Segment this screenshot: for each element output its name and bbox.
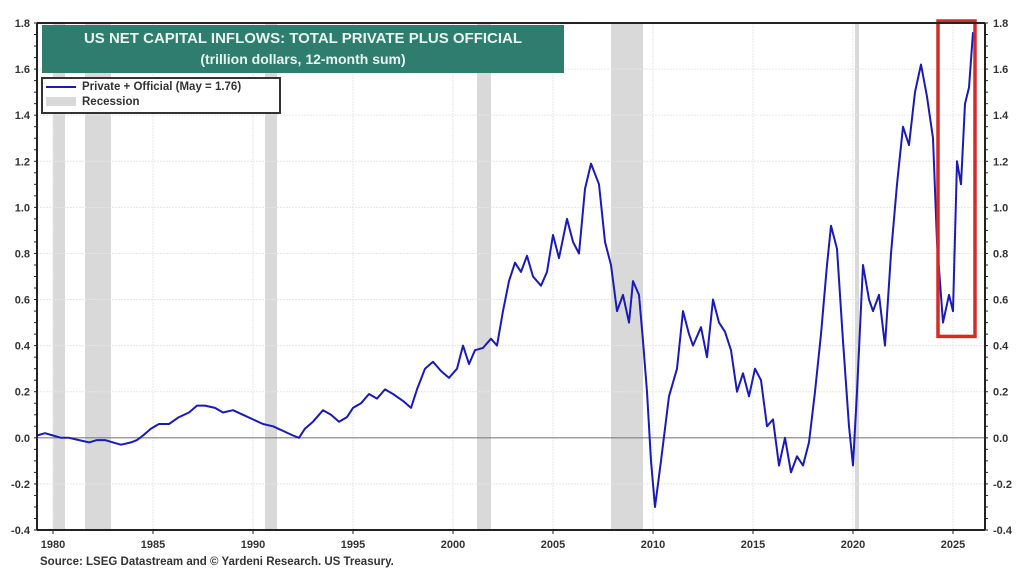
recession-band: [53, 23, 65, 530]
chart-title-box: US NET CAPITAL INFLOWS: TOTAL PRIVATE PL…: [42, 25, 564, 73]
y-tick-label-right: -0.2: [993, 479, 1012, 491]
x-tick-label: 2005: [541, 539, 565, 551]
x-tick-label: 1995: [341, 539, 365, 551]
y-tick-label-right: 1.4: [993, 110, 1009, 122]
series-line-private-official: [36, 32, 974, 508]
chart-subtitle: (trillion dollars, 12-month sum): [200, 51, 406, 67]
legend-item-recession: Recession: [43, 94, 279, 109]
legend-line-swatch: [46, 85, 76, 88]
y-tick-label-left: 1.0: [15, 202, 30, 214]
legend-recession-swatch: [46, 97, 76, 106]
legend-recession-label: Recession: [82, 95, 140, 108]
recession-bands: [53, 23, 859, 530]
y-tick-label-left: 1.4: [15, 110, 31, 122]
y-tick-label-left: 0.2: [15, 387, 30, 399]
recession-band: [477, 23, 491, 530]
legend: Private + Official (May = 1.76) Recessio…: [41, 77, 281, 114]
y-axis-right-ticks: -0.4 -0.2 0.0 0.2 0.4 0.6 0.8 1.0 1.2 1.4 1.6 1.8: [993, 18, 1013, 537]
y-tick-label-right: 1.8: [993, 18, 1008, 30]
y-tick-label-right: 1.2: [993, 156, 1008, 168]
y-tick-label-right: 0.4: [993, 341, 1009, 353]
y-tick-label-left: -0.4: [11, 525, 31, 537]
y-tick-label-right: 1.6: [993, 64, 1008, 76]
recession-band: [855, 23, 859, 530]
y-tick-label-right: 1.0: [993, 202, 1008, 214]
highlight-box: [936, 19, 977, 339]
y-tick-label-left: 0.8: [15, 248, 30, 260]
y-tick-label-left: -0.2: [11, 479, 30, 491]
y-tick-label-left: 1.2: [15, 156, 30, 168]
x-tick-label: 2020: [841, 539, 865, 551]
x-tick-label: 2025: [941, 539, 965, 551]
recession-band: [611, 23, 643, 530]
y-tick-label-left: 0.0: [15, 433, 30, 445]
series-group: [36, 32, 974, 508]
y-tick-label-left: 0.4: [15, 341, 31, 353]
x-axis-ticks: 1980 1985 1990 1995 2000 2005 2010 2015 2020 2025: [41, 530, 965, 551]
source-note: Source: LSEG Datastream and © Yardeni Re…: [40, 556, 394, 568]
legend-series-label: Private + Official (May = 1.76): [82, 80, 242, 93]
y-tick-label-right: -0.4: [993, 525, 1013, 537]
y-tick-label-right: 0.2: [993, 387, 1008, 399]
recession-band: [265, 23, 277, 530]
x-tick-label: 1980: [41, 539, 65, 551]
y-tick-label-left: 1.6: [15, 64, 30, 76]
x-tick-label: 2015: [741, 539, 765, 551]
y-tick-label-right: 0.8: [993, 248, 1008, 260]
axes: [34, 22, 988, 531]
y-tick-label-left: 0.6: [15, 295, 30, 307]
x-tick-label: 2010: [641, 539, 665, 551]
x-tick-label: 1990: [241, 539, 265, 551]
y-tick-label-right: 0.6: [993, 295, 1008, 307]
y-tick-label-left: 1.8: [15, 18, 30, 30]
x-tick-label: 2000: [441, 539, 465, 551]
legend-item-series: Private + Official (May = 1.76): [43, 79, 279, 94]
y-axis-left-ticks: -0.4 -0.2 0.0 0.2 0.4 0.6 0.8 1.0 1.2 1.4 1.6 1.8: [11, 18, 31, 537]
y-tick-label-right: 0.0: [993, 433, 1008, 445]
chart-title: US NET CAPITAL INFLOWS: TOTAL PRIVATE PL…: [83, 30, 523, 47]
x-tick-label: 1985: [141, 539, 165, 551]
annotation-group: [936, 19, 977, 339]
